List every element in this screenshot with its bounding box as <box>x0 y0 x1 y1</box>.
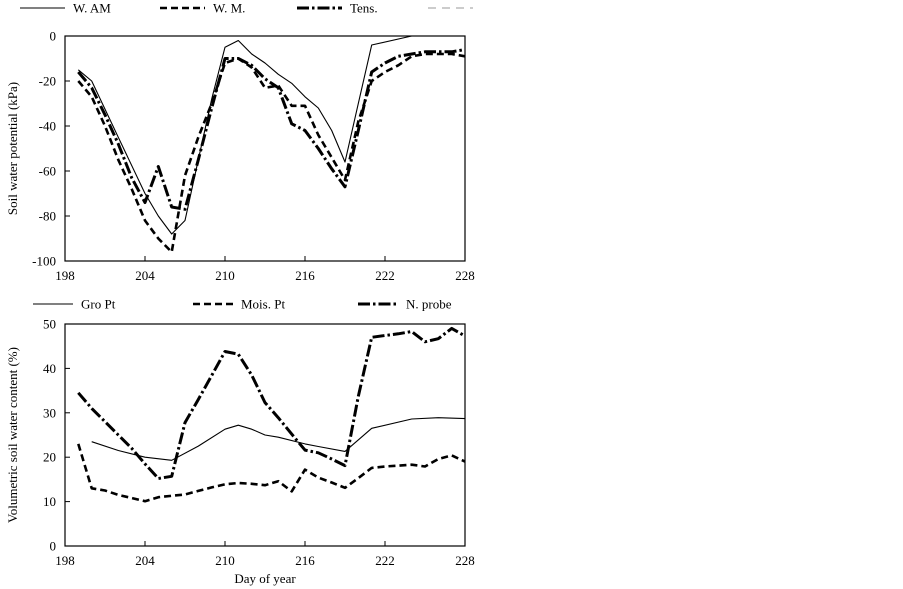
y-axis-label: Soil water potential (kPa) <box>5 82 20 215</box>
legend-label: N. probe <box>406 297 452 312</box>
bottom-chart-volumetric-water-content: 198 204 210 216 222 228 0 10 20 30 40 50 Volumetric … <box>5 297 475 587</box>
y-tick-label: 20 <box>43 450 56 465</box>
top-chart-soil-water-potential: 198 204 210 216 222 228 0 -20 -40 -60 -80 -100 Soil … <box>5 1 475 284</box>
legend-label: Gro Pt <box>81 297 116 312</box>
x-tick-label: 216 <box>295 553 315 568</box>
series-line-n-probe <box>77 326 466 480</box>
y-tick-label: 0 <box>50 29 57 44</box>
x-axis-label: Day of year <box>234 571 296 586</box>
x-tick-label: 198 <box>55 268 75 283</box>
y-tick-label: -80 <box>39 209 56 224</box>
y-tick-label: -20 <box>39 74 56 89</box>
y-tick-label: 0 <box>50 539 57 554</box>
y-tick-label: 10 <box>43 494 56 509</box>
legend-label: W. M. <box>213 1 245 16</box>
x-tick-label: 228 <box>455 268 475 283</box>
legend-label: W. AM <box>73 1 111 16</box>
legend-label: Mois. Pt <box>241 297 285 312</box>
x-tick-label: 222 <box>375 268 395 283</box>
series-line-w-m <box>77 52 466 254</box>
y-tick-label: 50 <box>43 317 56 332</box>
y-tick-label: 40 <box>43 361 56 376</box>
y-axis-label: Volumetric soil water content (%) <box>5 347 20 523</box>
x-tick-label: 216 <box>295 268 315 283</box>
series-line-gro-pt <box>91 417 466 461</box>
x-tick-label: 228 <box>455 553 475 568</box>
y-tick-label: -40 <box>39 119 56 134</box>
x-tick-label: 210 <box>215 553 235 568</box>
series-line-tens <box>77 48 466 211</box>
y-tick-label: 30 <box>43 405 56 420</box>
x-tick-label: 210 <box>215 268 235 283</box>
x-tick-label: 204 <box>135 268 155 283</box>
plot-frame <box>64 35 466 262</box>
y-tick-label: -60 <box>39 164 56 179</box>
x-tick-label: 198 <box>55 553 75 568</box>
series-line-mois-pt <box>77 443 466 503</box>
x-tick-label: 222 <box>375 553 395 568</box>
y-tick-label: -100 <box>32 254 56 269</box>
legend-label: Tens. <box>350 1 378 16</box>
series-line-w-am <box>77 35 465 235</box>
x-tick-label: 204 <box>135 553 155 568</box>
plot-frame <box>64 323 466 547</box>
